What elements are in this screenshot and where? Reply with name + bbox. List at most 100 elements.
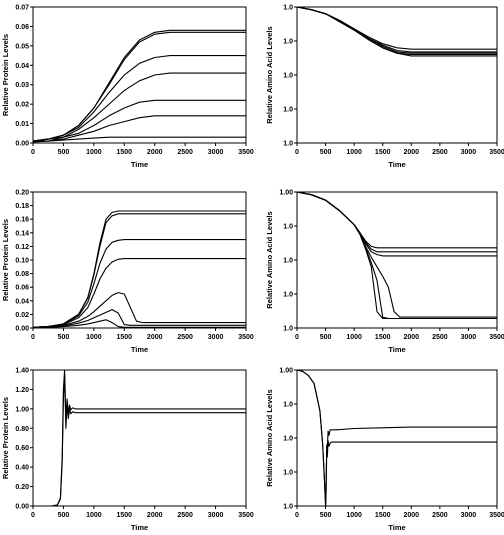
y-tick-label: 0.02 <box>15 312 29 319</box>
x-tick-label: 2000 <box>403 512 419 519</box>
x-tick-label: 1500 <box>375 149 391 156</box>
y-tick-label: 1.0 <box>283 436 293 443</box>
series-line-1 <box>296 191 497 249</box>
series-line-4 <box>296 191 497 318</box>
series-line-2 <box>32 213 246 328</box>
x-tick-label: 1000 <box>346 149 362 156</box>
y-tick-label: 0.05 <box>15 43 29 50</box>
panel-amino-bottom: 0 500 1000 1500 2000 2500 3000 3500 1.0 1.0 1.0 1.0… <box>265 368 504 533</box>
series-line-1 <box>296 6 497 50</box>
x-tick-label: 1500 <box>116 149 132 156</box>
y-axis-label: Relative Amino Acid Levels <box>265 211 274 308</box>
x-tick-label: 2000 <box>403 149 419 156</box>
x-axis-label: Time <box>131 345 148 354</box>
series-line-3 <box>32 239 246 328</box>
series-line-1 <box>32 210 246 328</box>
x-tick-label: 500 <box>58 334 70 341</box>
x-tick-label: 1500 <box>375 512 391 519</box>
plot-frame <box>32 369 247 507</box>
x-tick-label: 2000 <box>147 334 163 341</box>
x-tick-label: 2000 <box>147 512 163 519</box>
x-tick-label: 2000 <box>403 334 419 341</box>
x-tick-label: 0 <box>31 149 35 156</box>
series-line-1 <box>296 369 497 507</box>
y-tick-label: 0.01 <box>15 121 29 128</box>
x-tick-label: 3500 <box>489 512 504 519</box>
panel-protein-top: 0 500 1000 1500 2000 2500 3000 3500 0.00 0.01 0.02… <box>1 5 254 170</box>
y-tick-label: 1.0 <box>283 39 293 46</box>
y-axis-label: Relative Protein Levels <box>1 397 10 479</box>
plot-frame <box>296 369 498 507</box>
series-line-3 <box>32 55 246 142</box>
y-tick-label: 1.0 <box>283 141 293 148</box>
panel-protein-middle: 0 500 1000 1500 2000 2500 3000 3500 0.00 0.02 0.04… <box>1 190 254 355</box>
x-tick-label: 3500 <box>238 512 254 519</box>
y-tick-label: 0.20 <box>15 190 29 197</box>
y-tick-label: 1.0 <box>283 402 293 409</box>
x-tick-label: 500 <box>320 334 332 341</box>
y-tick-label: 0.04 <box>15 298 29 305</box>
series-line-1 <box>32 29 246 142</box>
x-tick-label: 0 <box>295 334 299 341</box>
x-tick-label: 2500 <box>432 512 448 519</box>
y-tick-label: 0.07 <box>15 5 29 12</box>
y-tick-label: 0.10 <box>15 258 29 265</box>
y-axis-label: Relative Protein Levels <box>1 34 10 116</box>
x-tick-label: 1000 <box>346 334 362 341</box>
plot-frame <box>296 191 498 329</box>
x-tick-label: 3000 <box>461 149 477 156</box>
panel-amino-top: 0 500 1000 1500 2000 2500 3000 3500 1.0 1.0 1.0 1.0… <box>265 5 504 170</box>
x-tick-label: 1500 <box>375 334 391 341</box>
y-tick-label: 0.00 <box>15 504 29 511</box>
y-tick-label: 0.20 <box>15 484 29 491</box>
panel-amino-middle: 0 500 1000 1500 2000 2500 3000 3500 1.0 1.0 1.0 1.0… <box>265 190 504 355</box>
y-tick-label: 1.0 <box>283 107 293 114</box>
series-line-5 <box>32 292 246 328</box>
y-tick-label: 0.80 <box>15 426 29 433</box>
y-tick-label: 1.00 <box>279 368 293 375</box>
y-tick-label: 1.0 <box>283 326 293 333</box>
y-tick-label: 0.16 <box>15 217 29 224</box>
x-axis-label: Time <box>131 523 148 532</box>
x-axis-label: Time <box>388 160 405 169</box>
x-axis-label: Time <box>388 523 405 532</box>
y-tick-label: 1.00 <box>279 190 293 197</box>
x-tick-label: 500 <box>320 512 332 519</box>
x-tick-label: 0 <box>31 512 35 519</box>
y-tick-label: 1.00 <box>15 406 29 413</box>
series-line-6 <box>296 191 497 320</box>
x-tick-label: 3500 <box>489 149 504 156</box>
x-tick-label: 2500 <box>177 334 193 341</box>
y-axis-label: Relative Protein Levels <box>1 219 10 301</box>
y-tick-label: 1.20 <box>15 387 29 394</box>
series-line-4 <box>32 258 246 328</box>
plot-frame <box>32 6 247 144</box>
y-tick-label: 1.40 <box>15 368 29 375</box>
y-tick-label: 0.06 <box>15 24 29 31</box>
x-tick-label: 1500 <box>116 334 132 341</box>
y-tick-label: 0.03 <box>15 82 29 89</box>
x-tick-label: 3000 <box>461 334 477 341</box>
series-line-6 <box>33 115 246 142</box>
series-line-4 <box>32 72 246 142</box>
x-tick-label: 3000 <box>208 149 224 156</box>
x-tick-label: 3500 <box>238 149 254 156</box>
y-tick-label: 1.0 <box>283 73 293 80</box>
y-tick-label: 0.40 <box>15 465 29 472</box>
x-tick-label: 2500 <box>432 149 448 156</box>
y-axis-label: Relative Amino Acid Levels <box>265 26 274 123</box>
y-tick-label: 0.14 <box>15 230 29 237</box>
x-tick-label: 1000 <box>86 149 102 156</box>
y-tick-label: 0.00 <box>15 326 29 333</box>
y-tick-label: 1.0 <box>283 504 293 511</box>
y-tick-label: 0.04 <box>15 63 29 70</box>
y-tick-label: 1.0 <box>283 5 293 12</box>
y-tick-label: 1.0 <box>283 258 293 265</box>
x-tick-label: 2500 <box>177 149 193 156</box>
x-tick-label: 500 <box>320 149 332 156</box>
series-line-7 <box>32 136 246 143</box>
x-tick-label: 1500 <box>116 512 132 519</box>
x-tick-label: 1000 <box>346 512 362 519</box>
panel-protein-bottom: 0 500 1000 1500 2000 2500 3000 3500 0.00 0.20 0.40… <box>1 368 254 533</box>
